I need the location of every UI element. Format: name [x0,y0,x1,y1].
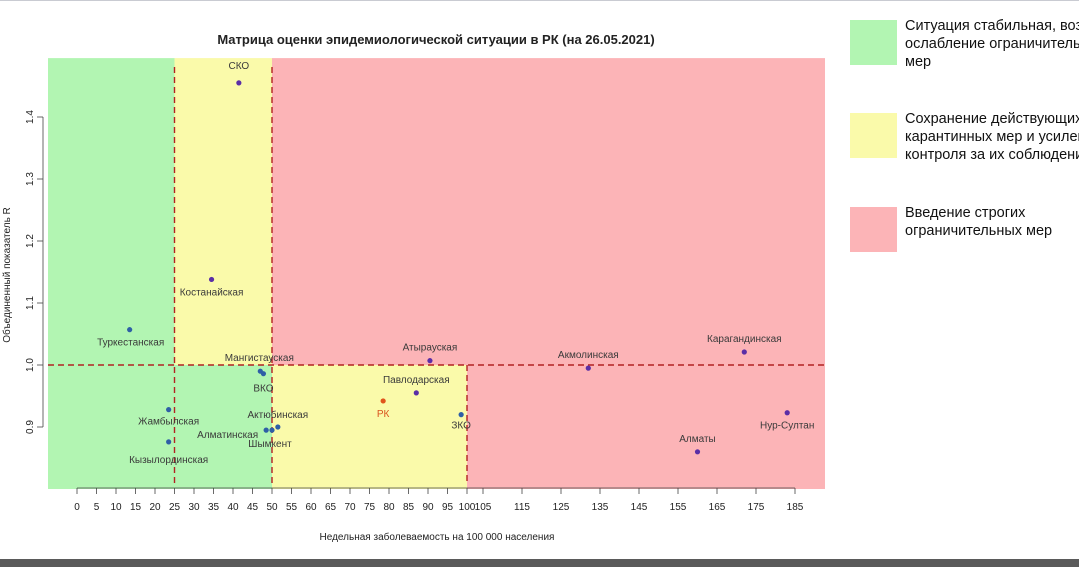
zone-rect-4 [272,58,825,365]
zone-rect-1 [174,58,272,365]
x-tick-label-14: 70 [344,502,356,513]
zone-backgrounds [48,58,825,489]
x-tick-label-16: 80 [383,502,395,513]
zone-rect-0 [48,58,175,489]
point-label-12: Атырауская [403,343,458,354]
legend-swatch-red [850,207,897,252]
point-label-8: Актюбинская [248,409,309,421]
x-tick-label-1: 5 [94,502,100,513]
y-tick-label-2: 1.1 [25,296,36,310]
y-axis-label: Объединенный показатель R [1,207,13,343]
point-label-0: СКО [228,61,249,72]
point-label-10: РК [377,409,390,420]
bottom-bar [0,559,1079,567]
point-label-14: Акмолинская [558,350,619,361]
zone-rect-5 [467,365,825,489]
x-tick-label-23: 125 [553,502,570,513]
point-label-9: Шымкент [248,439,292,450]
point-label-5: Жамбылская [138,416,199,428]
point-label-11: Павлодарская [383,375,450,386]
data-point-1 [208,276,215,283]
x-tick-label-6: 30 [188,502,200,513]
x-tick-label-5: 25 [169,502,181,513]
point-label-13: ЗКО [451,421,471,432]
legend-swatch-yellow [850,113,897,158]
data-point-9 [269,427,275,433]
x-tick-label-7: 35 [208,502,220,513]
zone-rect-3 [272,365,467,489]
x-tick-label-4: 20 [149,502,161,513]
point-label-6: Кызылординская [129,455,208,466]
x-tick-label-26: 155 [670,502,687,513]
point-label-7: Алматинская [197,430,258,441]
data-point-12 [427,358,433,364]
x-tick-label-9: 45 [247,502,259,513]
point-label-16: Нур-Султан [760,421,814,432]
data-point-6 [166,439,172,445]
point-label-4: ВКО [253,384,273,395]
legend-text-stable: Ситуация стабильная, возможно ослабление… [905,18,1079,70]
data-point-0 [236,80,242,86]
data-point-4 [260,371,267,377]
x-tick-label-17: 85 [403,502,415,513]
axes: 0 5 10 15 20 25 30 35 40 45 50 55 60 65 70 75 80 85 90 95 10… [25,110,804,513]
chart-title: Матрица оценки эпидемиологической ситуац… [217,32,654,47]
x-tick-label-22: 115 [514,502,530,513]
x-tick-label-28: 175 [748,502,765,513]
data-point-2 [127,327,133,333]
top-border-line [0,0,1079,1]
data-point-7 [263,427,269,433]
x-tick-label-10: 50 [266,502,278,513]
data-point-17 [694,449,701,455]
data-points: СКО Костанайская Туркестанская Мангистауска… [97,61,814,466]
y-tick-label-0: 0.9 [25,420,36,434]
x-tick-label-12: 60 [305,502,317,513]
x-tick-label-25: 145 [631,502,648,513]
data-point-11 [413,390,419,396]
x-tick-label-11: 55 [286,502,298,513]
x-tick-label-13: 65 [325,502,337,513]
x-tick-label-19: 95 [442,502,454,513]
data-point-15 [741,349,747,355]
x-tick-label-8: 40 [227,502,239,513]
legend-text-maintain: Сохранение действующих карантинных мер и… [905,111,1079,163]
x-tick-label-15: 75 [364,502,376,513]
legend-swatch-green [850,20,897,65]
point-label-17: Алматы [679,434,716,445]
y-tick-label-3: 1.2 [25,234,36,248]
data-point-10 [380,398,386,404]
y-tick-label-1: 1.0 [25,358,36,372]
y-tick-label-4: 1.3 [25,172,36,186]
data-point-8 [275,424,281,430]
data-point-14 [585,365,591,371]
x-tick-label-29: 185 [787,502,804,513]
zone-rect-2 [174,365,272,489]
x-tick-label-2: 10 [110,502,122,513]
data-point-13 [458,412,464,418]
legend-text-strict: Введение строгих ограничительных мер [905,205,1053,239]
y-tick-label-5: 1.4 [25,110,36,124]
point-label-15: Карагандинская [707,334,782,345]
x-tick-label-18: 90 [422,502,434,513]
data-point-16 [784,410,790,416]
point-label-3: Мангистауская [225,353,294,364]
x-tick-label-0: 0 [74,502,80,513]
x-tick-label-21: 105 [475,502,492,513]
x-tick-label-20: 100 [459,502,476,513]
x-tick-label-24: 135 [592,502,609,513]
x-tick-label-3: 15 [130,502,142,513]
x-tick-label-27: 165 [709,502,726,513]
data-point-5 [166,407,172,413]
point-label-2: Туркестанская [97,338,164,349]
x-axis-label: Недельная заболеваемость на 100 000 насе… [320,531,555,543]
point-label-1: Костанайская [180,287,244,298]
